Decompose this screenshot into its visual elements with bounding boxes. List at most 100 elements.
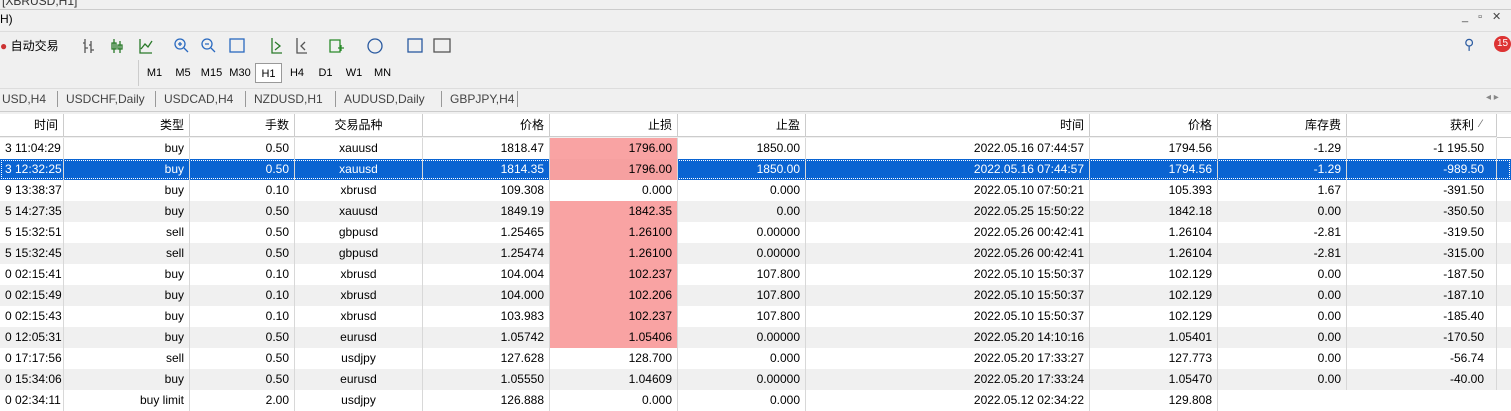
order-cell: 1.25465	[423, 222, 550, 243]
order-cell: 2022.05.10 15:50:37	[806, 306, 1090, 327]
order-row[interactable]: 0 02:15:43 buy 0.10 xbrusd 103.983 102.237 107…	[0, 306, 1511, 327]
zoom-out-icon[interactable]	[205, 43, 216, 53]
chart-tab[interactable]: USD,H4	[0, 91, 58, 107]
order-cell: 0 12:05:31	[0, 327, 64, 348]
column-header[interactable]: 手数	[190, 114, 295, 137]
order-row[interactable]: 5 15:32:45 sell 0.50 gbpusd 1.25474 1.26100 0.…	[0, 243, 1511, 264]
order-cell: 2022.05.20 14:10:16	[806, 327, 1090, 348]
template-icon[interactable]	[407, 38, 423, 53]
order-cell: 5 15:32:45	[0, 243, 64, 264]
column-header[interactable]: 止盈	[678, 114, 806, 137]
order-cell: 0.000	[678, 390, 806, 411]
order-cell: 2022.05.16 07:44:57	[806, 159, 1090, 180]
timeframe-button[interactable]: W1	[345, 67, 363, 79]
chart-tab[interactable]: AUDUSD,Daily	[336, 91, 442, 107]
column-header[interactable]: 价格	[1090, 114, 1218, 137]
order-cell: 0.00000	[678, 243, 806, 264]
order-row[interactable]: 3 11:04:29 buy 0.50 xauusd 1818.47 1796.00 185…	[0, 138, 1511, 159]
order-cell: 109.308	[423, 180, 550, 201]
order-cell: 102.129	[1090, 264, 1218, 285]
order-cell: 0.00	[1218, 264, 1347, 285]
zoom-in-icon[interactable]	[178, 42, 189, 53]
order-cell: -1.29	[1218, 138, 1347, 159]
order-row[interactable]: 0 15:34:06 buy 0.50 eurusd 1.05550 1.04609 0.0…	[0, 369, 1511, 390]
order-cell: 1842.35	[550, 201, 678, 222]
order-cell: 2022.05.10 07:50:21	[806, 180, 1090, 201]
chart-tab[interactable]: USDCHF,Daily	[58, 91, 156, 107]
menu-item[interactable]: H)	[0, 12, 13, 26]
order-cell: 127.628	[423, 348, 550, 369]
order-cell: -170.50	[1347, 327, 1497, 348]
column-header[interactable]: 止损	[550, 114, 678, 137]
order-cell: 0.00000	[678, 327, 806, 348]
order-cell: 0.00	[678, 201, 806, 222]
scroll-icon[interactable]	[271, 38, 282, 54]
shift-icon[interactable]	[296, 38, 307, 54]
line-chart-icon[interactable]	[139, 39, 153, 54]
order-cell: 1796.00	[550, 138, 678, 159]
timeframe-button[interactable]: M5	[175, 67, 191, 79]
order-cell: 1818.47	[423, 138, 550, 159]
candle-icon[interactable]	[111, 39, 123, 53]
order-cell: 0.000	[678, 180, 806, 201]
order-cell: 107.800	[678, 306, 806, 327]
timeframe-button[interactable]: M30	[229, 67, 251, 79]
order-row[interactable]: 9 13:38:37 buy 0.10 xbrusd 109.308 0.000 0.000…	[0, 180, 1511, 201]
order-cell: 5 14:27:35	[0, 201, 64, 222]
order-cell: xbrusd	[295, 180, 423, 201]
order-row[interactable]: 0 17:17:56 sell 0.50 usdjpy 127.628 128.700 0.…	[0, 348, 1511, 369]
order-cell: 102.129	[1090, 306, 1218, 327]
column-header[interactable]: 交易品种	[295, 114, 423, 137]
sort-indicator: ⁄	[1480, 118, 1482, 130]
column-header[interactable]: 时间	[0, 114, 64, 137]
order-row[interactable]: 5 14:27:35 buy 0.50 xauusd 1849.19 1842.35 0.0…	[0, 201, 1511, 222]
timeframe-button[interactable]: M15	[200, 67, 223, 79]
search-icon[interactable]: ⚲	[1464, 36, 1475, 52]
chart-tab[interactable]: GBPJPY,H4	[442, 91, 518, 107]
window-controls[interactable]: _▫✕	[1462, 11, 1511, 23]
bar-chart-icon[interactable]	[83, 39, 94, 53]
order-row[interactable]: 0 02:15:49 buy 0.10 xbrusd 104.000 102.206 107…	[0, 285, 1511, 306]
tab-bar	[0, 88, 1511, 112]
period-icon[interactable]	[367, 38, 383, 54]
timeframe-button[interactable]: H1	[255, 63, 282, 83]
profile-icon[interactable]	[433, 38, 451, 53]
chart-tab[interactable]: NZDUSD,H1	[246, 91, 336, 107]
order-cell: xauusd	[295, 159, 423, 180]
order-cell: 2022.05.20 17:33:27	[806, 348, 1090, 369]
order-cell: -1.29	[1218, 159, 1347, 180]
timeframe-button[interactable]: M1	[146, 67, 163, 79]
order-row[interactable]: 5 15:32:51 sell 0.50 gbpusd 1.25465 1.26100 0.…	[0, 222, 1511, 243]
tile-icon[interactable]	[229, 38, 245, 53]
order-cell: 1.26100	[550, 243, 678, 264]
indicators-icon[interactable]	[329, 39, 344, 53]
column-header[interactable]: 库存费	[1218, 114, 1347, 137]
order-row[interactable]: 3 12:32:25 buy 0.50 xauusd 1814.35 1796.00 185…	[0, 159, 1511, 180]
order-cell: 105.393	[1090, 180, 1218, 201]
tab-scroll[interactable]: ◂ ▸	[1486, 92, 1499, 103]
order-row[interactable]: 0 02:34:11 buy limit 2.00 usdjpy 126.888 0.00…	[0, 390, 1511, 411]
order-cell: 1850.00	[678, 138, 806, 159]
timeframe-button[interactable]: MN	[373, 67, 392, 79]
order-cell: buy	[64, 159, 190, 180]
order-cell: 0.50	[190, 369, 295, 390]
order-cell: 0 02:15:49	[0, 285, 64, 306]
order-cell: 0 02:15:41	[0, 264, 64, 285]
notification-badge[interactable]: 15	[1494, 36, 1511, 52]
column-header[interactable]: 获利	[1347, 114, 1497, 137]
order-cell: buy	[64, 285, 190, 306]
order-row[interactable]: 0 02:15:41 buy 0.10 xbrusd 104.004 102.237 107…	[0, 264, 1511, 285]
order-cell: 1.26104	[1090, 243, 1218, 264]
auto-trade-button[interactable]: ● 自动交易	[0, 39, 59, 53]
column-header[interactable]: 时间	[806, 114, 1090, 137]
chart-tab[interactable]: USDCAD,H4	[156, 91, 246, 107]
timeframe-button[interactable]: H4	[289, 67, 305, 79]
order-cell: 102.129	[1090, 285, 1218, 306]
column-header[interactable]: 类型	[64, 114, 190, 137]
toolbar-icons	[83, 38, 451, 54]
column-header[interactable]: 价格	[423, 114, 550, 137]
order-cell: buy	[64, 327, 190, 348]
order-row[interactable]: 0 12:05:31 buy 0.50 eurusd 1.05742 1.05406 0.0…	[0, 327, 1511, 348]
timeframe-button[interactable]: D1	[318, 67, 333, 79]
order-cell: -315.00	[1347, 243, 1497, 264]
